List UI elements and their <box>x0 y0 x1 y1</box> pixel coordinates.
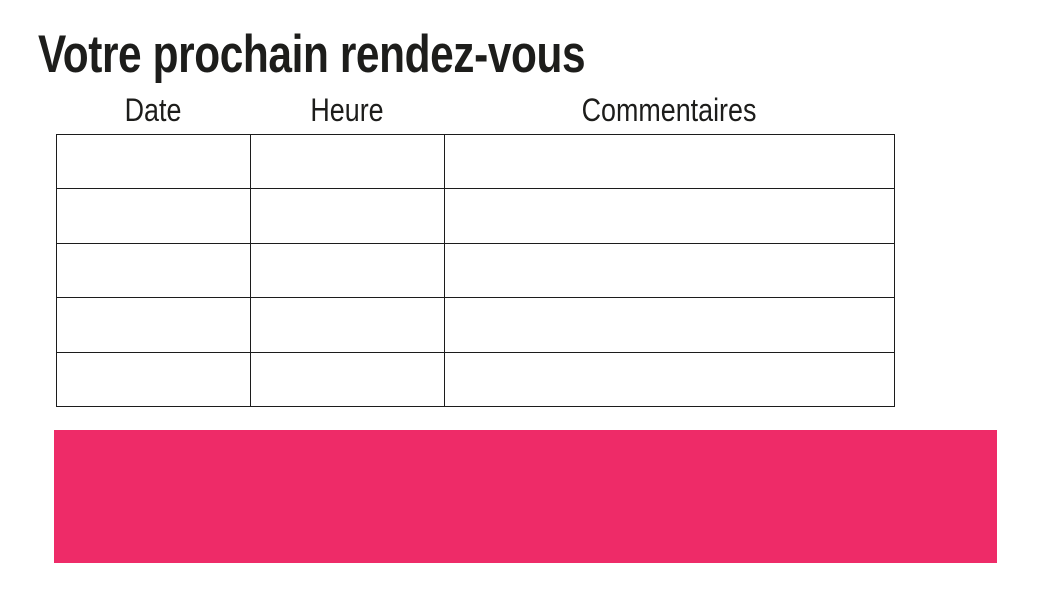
table-row <box>56 351 895 408</box>
appointments-table-body <box>56 133 895 408</box>
table-row <box>56 133 895 190</box>
table-row <box>56 297 895 353</box>
table-cell <box>56 297 251 353</box>
appointments-table <box>56 133 895 408</box>
table-cell <box>444 133 895 190</box>
page-title: Votre prochain rendez-vous <box>38 25 586 84</box>
table-cell <box>444 242 895 299</box>
column-header-date: Date <box>124 92 182 128</box>
table-row <box>56 188 895 244</box>
table-cell <box>250 351 445 408</box>
table-cell <box>250 133 445 190</box>
footer-banner <box>54 430 997 563</box>
table-cell <box>56 188 251 244</box>
table-cell <box>56 242 251 299</box>
table-cell <box>250 188 445 244</box>
column-header-commentaires: Commentaires <box>581 92 757 128</box>
table-column-headers: Date Heure Commentaires <box>56 94 894 128</box>
table-cell <box>250 242 445 299</box>
table-cell <box>56 133 251 190</box>
table-row <box>56 242 895 299</box>
table-cell <box>250 297 445 353</box>
table-cell <box>444 188 895 244</box>
table-cell <box>56 351 251 408</box>
table-cell <box>444 351 895 408</box>
table-cell <box>444 297 895 353</box>
column-header-heure: Heure <box>310 92 384 128</box>
